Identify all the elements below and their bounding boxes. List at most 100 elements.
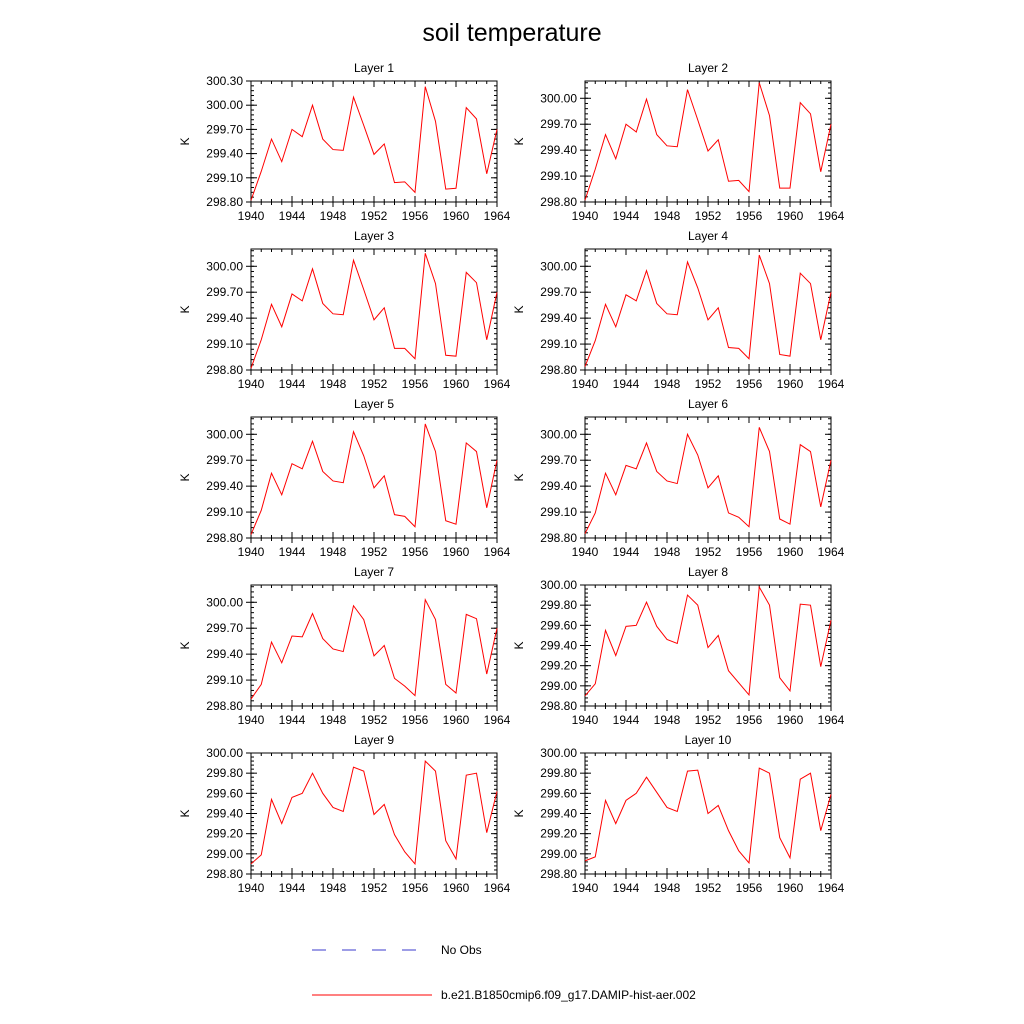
y-tick-label: 299.40: [540, 807, 577, 821]
panel-8: Layer 8 K 1940 1944 1948 1952 1956 1960 1964 298.…: [512, 565, 845, 727]
x-tick-label: 1948: [320, 377, 347, 391]
x-tick-label: 1960: [777, 881, 804, 895]
y-tick-label: 299.40: [540, 639, 577, 653]
panel-9: Layer 9 K 1940 1944 1948 1952 1956 1960 1964 298.…: [178, 733, 511, 895]
y-tick-label: 299.40: [206, 807, 243, 821]
x-tick-label: 1964: [818, 713, 845, 727]
x-tick-label: 1956: [402, 545, 429, 559]
x-tick-label: 1948: [320, 545, 347, 559]
panel-title: Layer 1: [354, 61, 394, 75]
panel-title: Layer 8: [688, 565, 728, 579]
y-tick-label: 298.80: [540, 195, 577, 209]
plot-frame: [584, 80, 832, 203]
y-tick-label: 298.80: [206, 531, 243, 545]
panel-title: Layer 9: [354, 733, 394, 747]
x-tick-label: 1960: [777, 209, 804, 223]
x-tick-label: 1956: [736, 713, 763, 727]
y-tick-label: 299.40: [206, 647, 243, 661]
figure-title: soil temperature: [422, 19, 601, 47]
y-tick-label: 300.00: [206, 98, 243, 112]
x-tick-label: 1948: [320, 881, 347, 895]
x-tick-label: 1964: [818, 881, 845, 895]
x-tick-label: 1956: [736, 209, 763, 223]
y-tick-label: 300.00: [540, 578, 577, 592]
y-tick-label: 298.80: [540, 867, 577, 881]
series-line: [584, 254, 832, 367]
panels: Layer 1 K 1940 1944 1948 1952 1956 1960 1964 298.…: [178, 61, 845, 895]
y-tick-label: 299.70: [206, 285, 243, 299]
series-line: [250, 86, 498, 201]
panel-title: Layer 7: [354, 565, 394, 579]
x-tick-label: 1956: [402, 713, 429, 727]
series-line: [250, 423, 498, 535]
y-tick-label: 299.20: [540, 827, 577, 841]
x-tick-label: 1940: [572, 881, 599, 895]
x-tick-label: 1948: [320, 209, 347, 223]
x-tick-label: 1952: [695, 377, 722, 391]
x-tick-label: 1952: [695, 209, 722, 223]
y-tick-label: 298.80: [206, 363, 243, 377]
x-tick-label: 1964: [818, 209, 845, 223]
x-tick-label: 1940: [572, 209, 599, 223]
x-tick-label: 1940: [572, 545, 599, 559]
x-tick-label: 1948: [654, 545, 681, 559]
x-tick-label: 1960: [777, 377, 804, 391]
x-tick-label: 1948: [654, 209, 681, 223]
y-tick-label: 299.60: [206, 786, 243, 800]
x-tick-label: 1948: [320, 713, 347, 727]
x-tick-label: 1956: [402, 377, 429, 391]
panel-2: Layer 2 K 1940 1944 1948 1952 1956 1960 1964 298.…: [512, 61, 845, 223]
y-tick-label: 299.70: [206, 453, 243, 467]
x-tick-label: 1952: [695, 545, 722, 559]
y-tick-label: 300.00: [540, 91, 577, 105]
legend-obs-label: No Obs: [441, 943, 482, 957]
x-tick-label: 1940: [238, 881, 265, 895]
x-tick-label: 1960: [443, 713, 470, 727]
y-axis-label: K: [512, 641, 526, 649]
x-tick-label: 1956: [402, 209, 429, 223]
y-tick-label: 300.00: [206, 259, 243, 273]
x-tick-label: 1948: [654, 881, 681, 895]
legend-model-label: b.e21.B1850cmip6.f09_g17.DAMIP-hist-aer.…: [441, 988, 696, 1002]
y-tick-label: 300.00: [540, 746, 577, 760]
y-tick-label: 299.40: [206, 147, 243, 161]
x-tick-label: 1964: [484, 209, 511, 223]
y-tick-label: 300.00: [206, 595, 243, 609]
x-tick-label: 1952: [361, 377, 388, 391]
y-axis-label: K: [178, 641, 192, 649]
y-tick-label: 300.00: [206, 746, 243, 760]
y-tick-label: 298.80: [206, 195, 243, 209]
y-tick-label: 299.10: [540, 337, 577, 351]
x-tick-label: 1960: [443, 545, 470, 559]
panel-5: Layer 5 K 1940 1944 1948 1952 1956 1960 1964 298.…: [178, 397, 511, 559]
y-tick-label: 299.80: [540, 766, 577, 780]
y-tick-label: 299.40: [540, 143, 577, 157]
y-axis-label: K: [178, 137, 192, 145]
y-tick-label: 299.10: [206, 171, 243, 185]
x-tick-label: 1960: [777, 713, 804, 727]
y-axis-label: K: [512, 305, 526, 313]
legend: No Obs b.e21.B1850cmip6.f09_g17.DAMIP-hi…: [312, 943, 696, 1002]
x-tick-label: 1944: [279, 377, 306, 391]
y-axis-label: K: [178, 305, 192, 313]
y-tick-label: 299.80: [206, 766, 243, 780]
y-tick-label: 298.80: [540, 699, 577, 713]
x-tick-label: 1940: [238, 377, 265, 391]
y-tick-label: 299.40: [540, 479, 577, 493]
y-axis-label: K: [512, 137, 526, 145]
y-tick-label: 299.60: [540, 618, 577, 632]
x-tick-label: 1940: [572, 377, 599, 391]
y-tick-label: 299.00: [540, 847, 577, 861]
series-line: [250, 253, 498, 369]
x-tick-label: 1944: [279, 209, 306, 223]
panel-10: Layer 10 K 1940 1944 1948 1952 1956 1960 1964 298…: [512, 733, 845, 895]
x-tick-label: 1960: [777, 545, 804, 559]
x-tick-label: 1964: [484, 881, 511, 895]
panel-title: Layer 6: [688, 397, 728, 411]
y-tick-label: 299.10: [540, 505, 577, 519]
y-tick-label: 299.40: [540, 311, 577, 325]
y-tick-label: 300.30: [206, 74, 243, 88]
panel-6: Layer 6 K 1940 1944 1948 1952 1956 1960 1964 298.…: [512, 397, 845, 559]
y-tick-label: 299.10: [206, 673, 243, 687]
